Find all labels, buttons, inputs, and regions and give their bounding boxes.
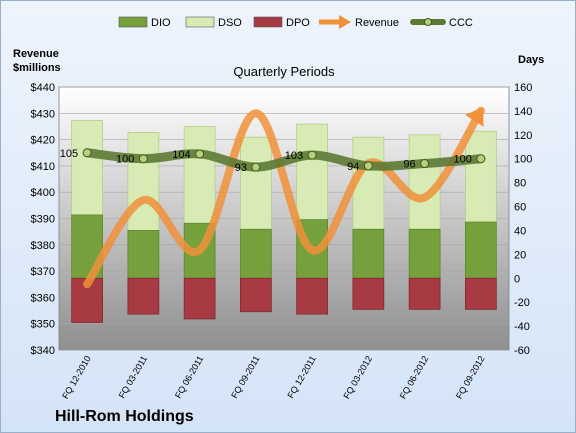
ccc-point	[82, 148, 92, 158]
right-axis-label: Days	[518, 54, 544, 66]
bar-dio	[352, 228, 385, 279]
legend-swatch-dso	[185, 16, 215, 28]
ccc-point	[307, 150, 317, 160]
bar-dio	[465, 221, 497, 279]
ccc-point	[363, 161, 373, 171]
legend-label: CCC	[449, 17, 473, 29]
legend-revenue-arrowhead	[339, 15, 351, 29]
ccc-data-label: 100	[454, 154, 472, 166]
ccc-point	[251, 162, 261, 172]
category-label: FQ 09-2012	[454, 354, 487, 401]
ccc-point	[476, 154, 486, 164]
bar-dso	[183, 126, 216, 224]
revenue-arrowhead	[465, 107, 484, 127]
company-name: Hill-Rom Holdings	[55, 408, 194, 425]
left-tick-label: $410	[31, 161, 55, 173]
bar-dpo	[183, 277, 216, 320]
legend-label: DPO	[286, 17, 310, 29]
right-tick-label: 120	[514, 130, 532, 142]
chart-title: Quarterly Periods	[233, 64, 335, 79]
left-tick-label: $340	[31, 345, 55, 357]
ccc-point	[138, 154, 148, 164]
legend-label: DSO	[218, 17, 242, 29]
ccc-data-label: 100	[116, 154, 134, 166]
left-tick-label: $430	[31, 108, 55, 120]
category-label: FQ 12-2011	[286, 354, 318, 400]
legend: DIO DSO DPO Revenue CCC	[118, 15, 473, 29]
right-tick-label: 40	[514, 225, 526, 237]
category-label: FQ 03-2011	[117, 354, 149, 400]
ccc-data-label: 105	[60, 148, 78, 160]
right-tick-label: 0	[514, 273, 520, 285]
bar-dso	[296, 123, 328, 221]
left-tick-label: $420	[31, 135, 55, 147]
category-label: FQ 06-2012	[398, 354, 431, 401]
bar-dso	[408, 134, 441, 230]
bar-dio	[127, 230, 160, 279]
left-tick-label: $380	[31, 240, 55, 252]
right-tick-label: 160	[514, 82, 532, 94]
bar-dso	[240, 136, 272, 230]
category-label: FQ 09-2011	[229, 354, 261, 400]
ccc-point	[420, 159, 430, 169]
bar-dso	[71, 120, 103, 216]
legend-swatch-dpo	[253, 16, 283, 28]
category-label: FQ 03-2012	[341, 354, 374, 401]
left-tick-label: $360	[31, 292, 55, 304]
bar-dpo	[408, 277, 441, 310]
right-tick-label: -60	[514, 345, 530, 357]
left-tick-label: $440	[31, 82, 55, 94]
right-tick-label: -40	[514, 321, 530, 333]
left-axis-label-unit: $millions	[13, 62, 61, 74]
bar-dpo	[352, 277, 385, 310]
ccc-data-label: 103	[285, 150, 303, 162]
ccc-data-label: 104	[172, 149, 190, 161]
bar-dpo	[240, 277, 272, 313]
legend-label: Revenue	[355, 17, 399, 29]
right-tick-label: -20	[514, 297, 530, 309]
bar-dpo	[465, 277, 497, 310]
right-tick-label: 140	[514, 106, 532, 118]
right-tick-label: 20	[514, 249, 526, 261]
ccc-point	[195, 149, 205, 159]
category-label: FQ 06-2011	[173, 354, 205, 400]
right-tick-label: 100	[514, 154, 532, 166]
legend-swatch-dio	[118, 16, 148, 28]
ccc-data-label: 94	[347, 161, 359, 173]
bar-dso	[127, 132, 160, 231]
right-tick-label: 80	[514, 178, 526, 190]
bar-dio	[240, 228, 272, 279]
ccc-data-label: 93	[235, 162, 247, 174]
bar-dio	[408, 228, 441, 279]
bar-dso	[352, 136, 385, 230]
left-axis-label: Revenue	[13, 48, 59, 60]
left-tick-label: $400	[31, 187, 55, 199]
category-label: FQ 12-2010	[60, 354, 93, 401]
left-tick-label: $390	[31, 214, 55, 226]
bar-dpo	[296, 277, 328, 315]
legend-ccc-point	[424, 18, 432, 26]
ccc-line	[82, 148, 486, 172]
legend-label: DIO	[151, 17, 171, 29]
bar-dpo	[127, 277, 160, 315]
left-tick-label: $370	[31, 266, 55, 278]
right-tick-label: 60	[514, 202, 526, 214]
left-tick-label: $350	[31, 319, 55, 331]
ccc-data-label: 96	[403, 159, 415, 171]
bar-dso	[465, 130, 497, 223]
